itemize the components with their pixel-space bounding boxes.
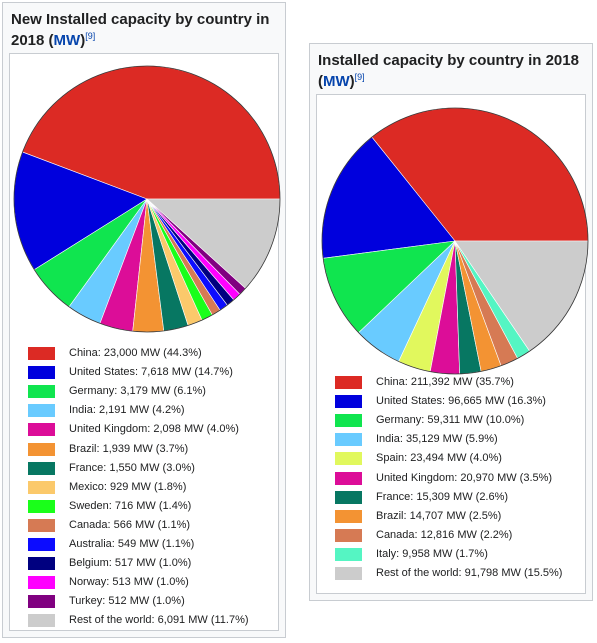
legend-label: Brazil: 14,707 MW (2.5%) <box>376 509 502 522</box>
legend-swatch <box>28 366 55 380</box>
legend-swatch <box>335 376 362 389</box>
legend-label: India: 35,129 MW (5.9%) <box>376 433 498 446</box>
legend-swatch <box>335 452 362 466</box>
legend-item-germany: Germany: 59,311 MW (10.0%) <box>317 411 585 430</box>
legend-swatch <box>28 518 55 532</box>
pie-chart <box>13 65 281 333</box>
legend-swatch <box>335 471 362 485</box>
legend-label: France: 1,550 MW (3.0%) <box>69 461 195 474</box>
legend-swatch <box>28 442 55 456</box>
legend-label: China: 23,000 MW (44.3%) <box>69 347 202 359</box>
legend-label: Turkey: 512 MW (1.0%) <box>69 595 185 608</box>
chart-area: China: 23,000 MW (44.3%) United States: 7… <box>9 53 281 631</box>
legend-item-united-states: United States: 96,665 MW (16.3%) <box>317 392 585 411</box>
legend-item-rest-of-the-world: Rest of the world: 6,091 MW (11.7%) <box>10 611 278 630</box>
legend-label: United States: 7,618 MW (14.7%) <box>69 366 233 379</box>
legend-swatch <box>335 433 362 447</box>
legend-swatch <box>28 347 55 360</box>
legend-label: Rest of the world: 91,798 MW (15.5%) <box>376 567 563 579</box>
legend-item-brazil: Brazil: 14,707 MW (2.5%) <box>317 507 585 526</box>
legend-item-france: France: 15,309 MW (2.6%) <box>317 488 585 507</box>
legend-item-germany: Germany: 3,179 MW (6.1%) <box>10 382 278 401</box>
legend-item-canada: Canada: 566 MW (1.1%) <box>10 516 278 535</box>
pie-chart <box>321 107 589 375</box>
legend-item-india: India: 35,129 MW (5.9%) <box>317 430 585 449</box>
chart-area: China: 211,392 MW (35.7%) United States: … <box>316 94 589 594</box>
legend-label: Australia: 549 MW (1.1%) <box>69 538 195 550</box>
legend-label: United Kingdom: 2,098 MW (4.0%) <box>69 423 239 436</box>
legend-swatch <box>28 423 55 437</box>
legend-item-sweden: Sweden: 716 MW (1.4%) <box>10 497 278 516</box>
chart-panel-new-capacity: New Installed capacity by country in 201… <box>2 2 286 638</box>
legend-swatch <box>335 528 362 542</box>
legend-label: Germany: 3,179 MW (6.1%) <box>69 385 206 398</box>
pie-outline <box>13 65 281 333</box>
chart-title-text: New Installed capacity by country in 201… <box>11 11 270 49</box>
legend-swatch <box>335 395 362 409</box>
legend-label: Belgium: 517 MW (1.0%) <box>69 557 192 570</box>
legend-swatch <box>28 385 55 399</box>
legend-label: China: 211,392 MW (35.7%) <box>376 376 514 388</box>
legend-label: Canada: 566 MW (1.1%) <box>69 518 191 531</box>
legend-swatch <box>28 576 55 590</box>
legend-swatch <box>28 538 55 551</box>
chart-title: Installed capacity by country in 2018 (M… <box>318 52 579 90</box>
legend-item-china: China: 23,000 MW (44.3%) <box>10 344 278 363</box>
legend-item-rest-of-the-world: Rest of the world: 91,798 MW (15.5%) <box>317 564 585 583</box>
legend-item-belgium: Belgium: 517 MW (1.0%) <box>10 554 278 573</box>
legend-item-mexico: Mexico: 929 MW (1.8%) <box>10 478 278 497</box>
legend-label: Sweden: 716 MW (1.4%) <box>69 499 192 512</box>
legend-swatch <box>28 461 55 475</box>
legend-item-canada: Canada: 12,816 MW (2.2%) <box>317 526 585 545</box>
pie-outline <box>321 107 589 375</box>
legend-label: Canada: 12,816 MW (2.2%) <box>376 528 513 541</box>
unit-link[interactable]: MW <box>53 32 81 49</box>
chart-title-text: Installed capacity by country in 2018 <box>318 52 579 69</box>
unit-link[interactable]: MW <box>323 73 350 90</box>
legend-label: United States: 96,665 MW (16.3%) <box>376 395 546 408</box>
legend-item-italy: Italy: 9,958 MW (1.7%) <box>317 545 585 564</box>
legend-swatch <box>335 567 362 580</box>
reference-link[interactable]: [9] <box>354 72 365 82</box>
legend-item-australia: Australia: 549 MW (1.1%) <box>10 535 278 554</box>
legend-swatch <box>335 547 362 561</box>
legend-swatch <box>28 404 55 418</box>
legend-swatch <box>28 595 55 609</box>
legend-label: Rest of the world: 6,091 MW (11.7%) <box>69 614 249 627</box>
legend-swatch <box>335 509 362 523</box>
legend-label: Mexico: 929 MW (1.8%) <box>69 480 187 493</box>
legend-label: Norway: 513 MW (1.0%) <box>69 576 189 589</box>
legend-swatch <box>28 557 55 571</box>
legend-swatch <box>28 480 55 494</box>
legend-item-turkey: Turkey: 512 MW (1.0%) <box>10 592 278 611</box>
legend-swatch <box>335 414 362 428</box>
chart-panel-total-capacity: Installed capacity by country in 2018 (M… <box>309 43 593 601</box>
legend-item-norway: Norway: 513 MW (1.0%) <box>10 573 278 592</box>
legend-item-brazil: Brazil: 1,939 MW (3.7%) <box>10 440 278 459</box>
legend-item-india: India: 2,191 MW (4.2%) <box>10 401 278 420</box>
legend-label: Brazil: 1,939 MW (3.7%) <box>69 442 189 455</box>
legend-label: India: 2,191 MW (4.2%) <box>69 404 185 417</box>
legend-item-united-kingdom: United Kingdom: 2,098 MW (4.0%) <box>10 420 278 439</box>
legend-label: Italy: 9,958 MW (1.7%) <box>376 547 488 560</box>
legend-item-spain: Spain: 23,494 MW (4.0%) <box>317 449 585 468</box>
legend-label: Spain: 23,494 MW (4.0%) <box>376 452 502 465</box>
legend-label: France: 15,309 MW (2.6%) <box>376 490 509 503</box>
legend-swatch <box>28 499 55 513</box>
chart-title: New Installed capacity by country in 201… <box>11 11 270 49</box>
legend-swatch <box>335 490 362 504</box>
legend-swatch <box>28 614 55 628</box>
legend-label: United Kingdom: 20,970 MW (3.5%) <box>376 471 553 484</box>
legend-label: Germany: 59,311 MW (10.0%) <box>376 414 525 427</box>
legend-item-china: China: 211,392 MW (35.7%) <box>317 373 585 392</box>
reference-link[interactable]: [9] <box>85 31 96 41</box>
legend-item-france: France: 1,550 MW (3.0%) <box>10 459 278 478</box>
legend-item-united-kingdom: United Kingdom: 20,970 MW (3.5%) <box>317 469 585 488</box>
legend-item-united-states: United States: 7,618 MW (14.7%) <box>10 363 278 382</box>
